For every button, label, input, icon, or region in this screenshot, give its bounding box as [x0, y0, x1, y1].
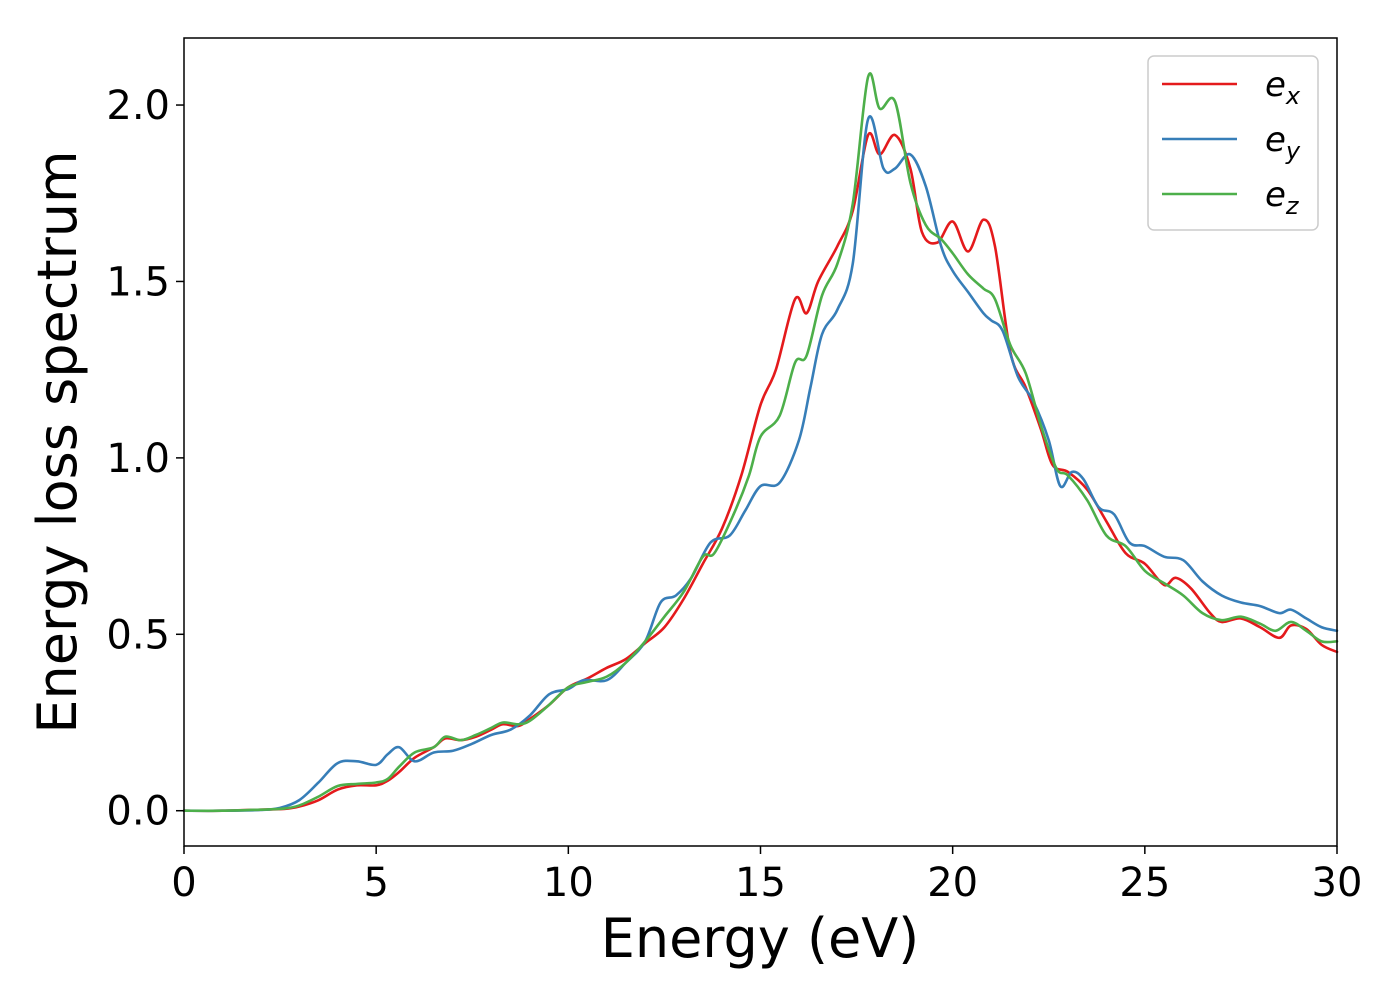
- x-tick-label: 15: [735, 860, 786, 906]
- y-tick-label: 2.0: [106, 83, 170, 129]
- y-axis-title: Energy loss spectrum: [26, 150, 89, 733]
- x-axis-ticks: 0 5 10 15 20 25 30: [171, 846, 1362, 906]
- y-tick-label: 1.0: [106, 436, 170, 482]
- x-tick-label: 30: [1312, 860, 1363, 906]
- y-tick-label: 0.0: [106, 789, 170, 835]
- x-tick-label: 20: [927, 860, 978, 906]
- x-axis-title: Energy (eV): [601, 907, 920, 970]
- x-tick-label: 10: [543, 860, 594, 906]
- x-tick-label: 5: [363, 860, 388, 906]
- y-tick-label: 1.5: [106, 259, 170, 305]
- x-tick-label: 25: [1119, 860, 1170, 906]
- legend-box: [1147, 55, 1319, 231]
- y-tick-label: 0.5: [106, 612, 170, 658]
- y-axis-ticks: 0.0 0.5 1.0 1.5 2.0: [106, 83, 184, 835]
- x-tick-label: 0: [171, 860, 196, 906]
- series-line-ez: [182, 72, 1339, 813]
- series-layer: [182, 72, 1339, 813]
- series-line-ey: [182, 115, 1339, 813]
- series-line-ex: [182, 131, 1339, 813]
- plot-area: [184, 38, 1337, 846]
